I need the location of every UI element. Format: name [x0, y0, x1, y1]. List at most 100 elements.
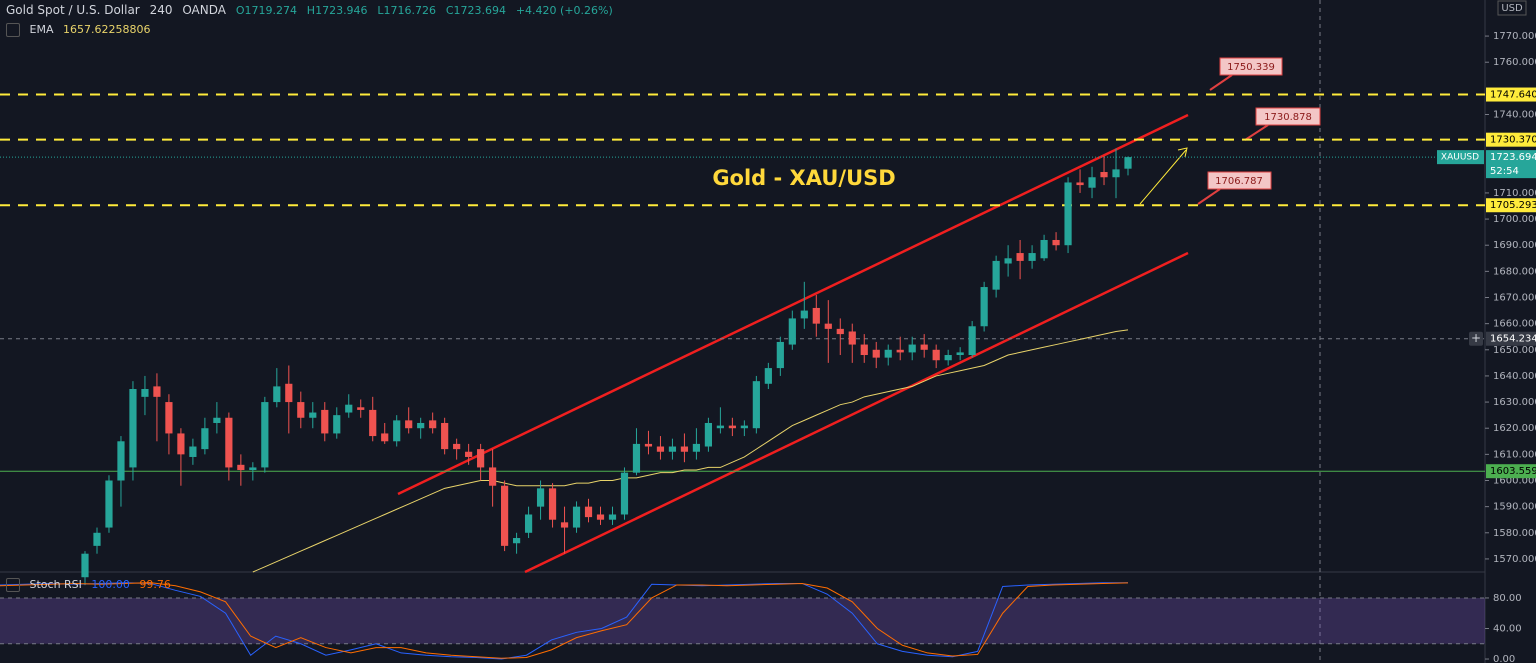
candle-body — [1052, 239, 1060, 246]
candle-body — [992, 260, 1000, 290]
y-tick-label: 1680.000 — [1493, 266, 1536, 277]
candle-body — [357, 407, 365, 410]
candle-body — [884, 349, 892, 358]
symbol-header: Gold Spot / U.S. Dollar 240 OANDA O1719.… — [6, 3, 619, 17]
annotation-callouts: 1750.339 1730.878 1706.787 — [1197, 57, 1321, 205]
ema-name: EMA — [29, 23, 54, 36]
candle-body — [788, 318, 796, 345]
candle-body — [1004, 258, 1012, 264]
candle-body — [536, 488, 545, 507]
candle-body — [560, 522, 569, 528]
candle-body — [333, 415, 341, 434]
candle-body — [165, 402, 173, 434]
candle-body — [704, 422, 712, 447]
candle-body — [465, 451, 473, 457]
level-label-box — [1486, 87, 1536, 102]
candle-body — [524, 514, 533, 533]
candle-body — [848, 331, 856, 345]
stoch-name: Stoch RSI — [29, 578, 82, 591]
crosshair-label: 1654.234 — [1490, 334, 1536, 345]
candle-body — [920, 344, 928, 350]
candle-body — [812, 307, 820, 324]
candle-body — [800, 310, 808, 319]
candle-body — [285, 383, 293, 403]
collapse-button[interactable] — [6, 23, 20, 37]
candle-body — [944, 355, 952, 361]
candle-body — [752, 381, 760, 429]
candle-body — [968, 326, 976, 356]
candle-body — [189, 446, 197, 457]
y-tick-label: 1700.000 — [1493, 214, 1536, 225]
ticker-box — [1437, 150, 1484, 165]
candle-body — [956, 352, 964, 356]
interval: 240 — [149, 3, 173, 17]
currency-label: USD — [1501, 3, 1523, 14]
candle-body — [153, 386, 161, 397]
candle-body — [728, 425, 736, 429]
candle-body — [237, 464, 245, 471]
stoch-k-line — [0, 582, 1128, 660]
candle-body — [213, 417, 221, 423]
stoch-band — [0, 597, 1485, 644]
candle-body — [1088, 177, 1096, 188]
candle-body — [141, 389, 149, 397]
level-label: 1705.293 — [1490, 200, 1536, 211]
ohlc-close: C1723.694 — [445, 4, 507, 17]
y-tick-label: 1590.000 — [1493, 502, 1536, 513]
candle-body — [548, 488, 557, 520]
candle-body — [1112, 169, 1120, 178]
candle-body — [225, 417, 233, 468]
stoch-tick-label: 40.00 — [1493, 623, 1522, 634]
callout-line — [1244, 124, 1269, 141]
change: +4.420 (+0.26%) — [515, 4, 613, 17]
candle-body — [129, 389, 137, 468]
callout-label: 1706.787 — [1215, 176, 1263, 187]
candle-body — [381, 433, 389, 442]
candle-body — [1028, 253, 1036, 261]
candle-body — [417, 422, 425, 429]
candle-body — [668, 446, 677, 452]
stoch-tick-label: 80.00 — [1493, 593, 1522, 604]
y-tick-label: 1670.000 — [1493, 293, 1536, 304]
y-tick-label: 1610.000 — [1493, 449, 1536, 460]
ohlc-high: H1723.946 — [306, 4, 368, 17]
candle-body — [93, 532, 101, 546]
candle-body — [249, 467, 257, 471]
chart-title: Gold - XAU/USD — [712, 166, 895, 190]
channel-lower — [524, 251, 1189, 574]
level-label: 1603.559 — [1490, 466, 1536, 477]
candle-body — [584, 506, 593, 518]
callout-line — [1209, 74, 1233, 91]
y-tick-label: 1570.000 — [1493, 554, 1536, 565]
last-price-box — [1486, 150, 1536, 179]
stoch-legend: Stoch RSI 100.00 99.76 — [6, 578, 177, 592]
callout-label: 1750.339 — [1227, 62, 1275, 73]
y-tick-label: 1710.000 — [1493, 188, 1536, 199]
candle-body — [980, 287, 988, 327]
candle-body — [836, 328, 844, 335]
candle-body — [716, 425, 724, 429]
trend-arrowhead — [1177, 147, 1188, 158]
y-tick-label: 1630.000 — [1493, 397, 1536, 408]
candle-body — [632, 443, 641, 473]
candle-body — [656, 446, 665, 452]
candle-body — [824, 323, 832, 329]
level-label-box — [1486, 132, 1536, 147]
y-tick-label: 1740.000 — [1493, 110, 1536, 121]
stoch-tick-label: 0.00 — [1493, 654, 1515, 663]
collapse-button[interactable] — [6, 578, 20, 592]
candle-body — [908, 344, 916, 353]
candle-body — [608, 514, 617, 520]
candle-body — [896, 349, 904, 353]
stoch-k-value: 100.00 — [91, 578, 130, 591]
candle-body — [872, 349, 880, 358]
callout-box — [1255, 107, 1321, 126]
candle-body — [273, 386, 281, 403]
ohlc-low: L1716.726 — [377, 4, 437, 17]
last-price-label: 1723.694 — [1490, 152, 1536, 163]
crosshair-plus-sign: + — [1471, 331, 1481, 345]
candle-body — [201, 428, 209, 450]
candle-body — [429, 420, 437, 429]
